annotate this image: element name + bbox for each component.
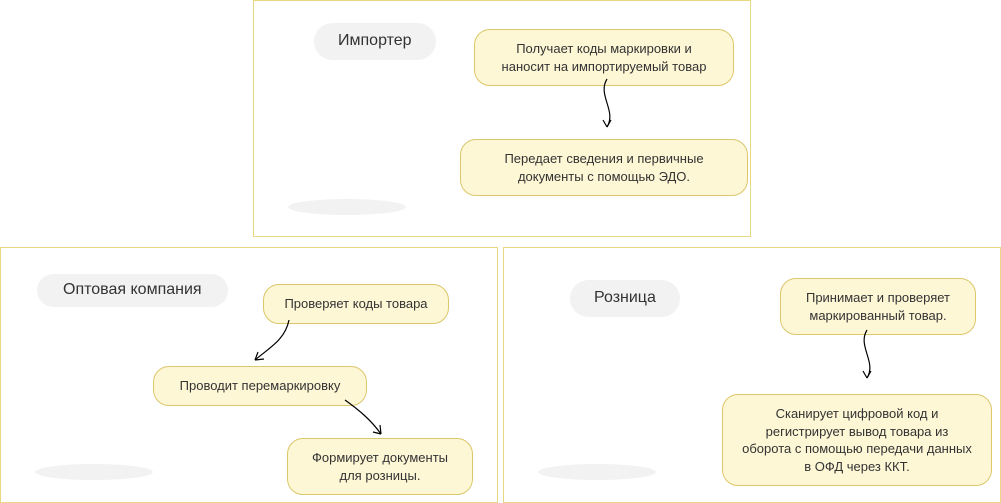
panel-retail: Розница Принимает и проверяет маркирован… xyxy=(503,247,1001,503)
step-text: Сканирует цифровой код и регистрирует вы… xyxy=(741,405,973,475)
role-label-wholesale: Оптовая компания xyxy=(37,274,228,307)
step-importer-2: Передает сведения и первичные документы … xyxy=(460,139,748,196)
role-label-retail: Розница xyxy=(570,280,680,317)
step-text: Формирует документы для розницы. xyxy=(306,449,454,484)
role-label-importer: Импортер xyxy=(314,23,436,60)
step-text: Проводит перемаркировку xyxy=(180,377,341,395)
step-text: Передает сведения и первичные документы … xyxy=(479,150,729,185)
shadow-ellipse xyxy=(288,199,406,215)
role-text: Розница xyxy=(594,289,656,306)
step-text: Проверяет коды товара xyxy=(284,295,427,313)
step-retail-1: Принимает и проверяет маркированный това… xyxy=(780,278,976,335)
shadow-ellipse xyxy=(35,464,153,480)
step-wholesale-2: Проводит перемаркировку xyxy=(153,366,367,406)
step-wholesale-3: Формирует документы для розницы. xyxy=(287,438,473,495)
shadow-ellipse xyxy=(538,464,656,480)
panel-wholesale: Оптовая компания Проверяет коды товара П… xyxy=(0,247,498,503)
step-retail-2: Сканирует цифровой код и регистрирует вы… xyxy=(722,394,992,486)
panel-importer: Импортер Получает коды маркировки и нано… xyxy=(253,0,751,237)
arrow-retail-1-2 xyxy=(852,328,882,388)
role-text: Импортер xyxy=(338,32,412,49)
step-importer-1: Получает коды маркировки и наносит на им… xyxy=(474,29,734,86)
step-text: Получает коды маркировки и наносит на им… xyxy=(493,40,715,75)
step-text: Принимает и проверяет маркированный това… xyxy=(799,289,957,324)
role-text: Оптовая компания xyxy=(63,281,202,298)
step-wholesale-1: Проверяет коды товара xyxy=(263,284,449,324)
